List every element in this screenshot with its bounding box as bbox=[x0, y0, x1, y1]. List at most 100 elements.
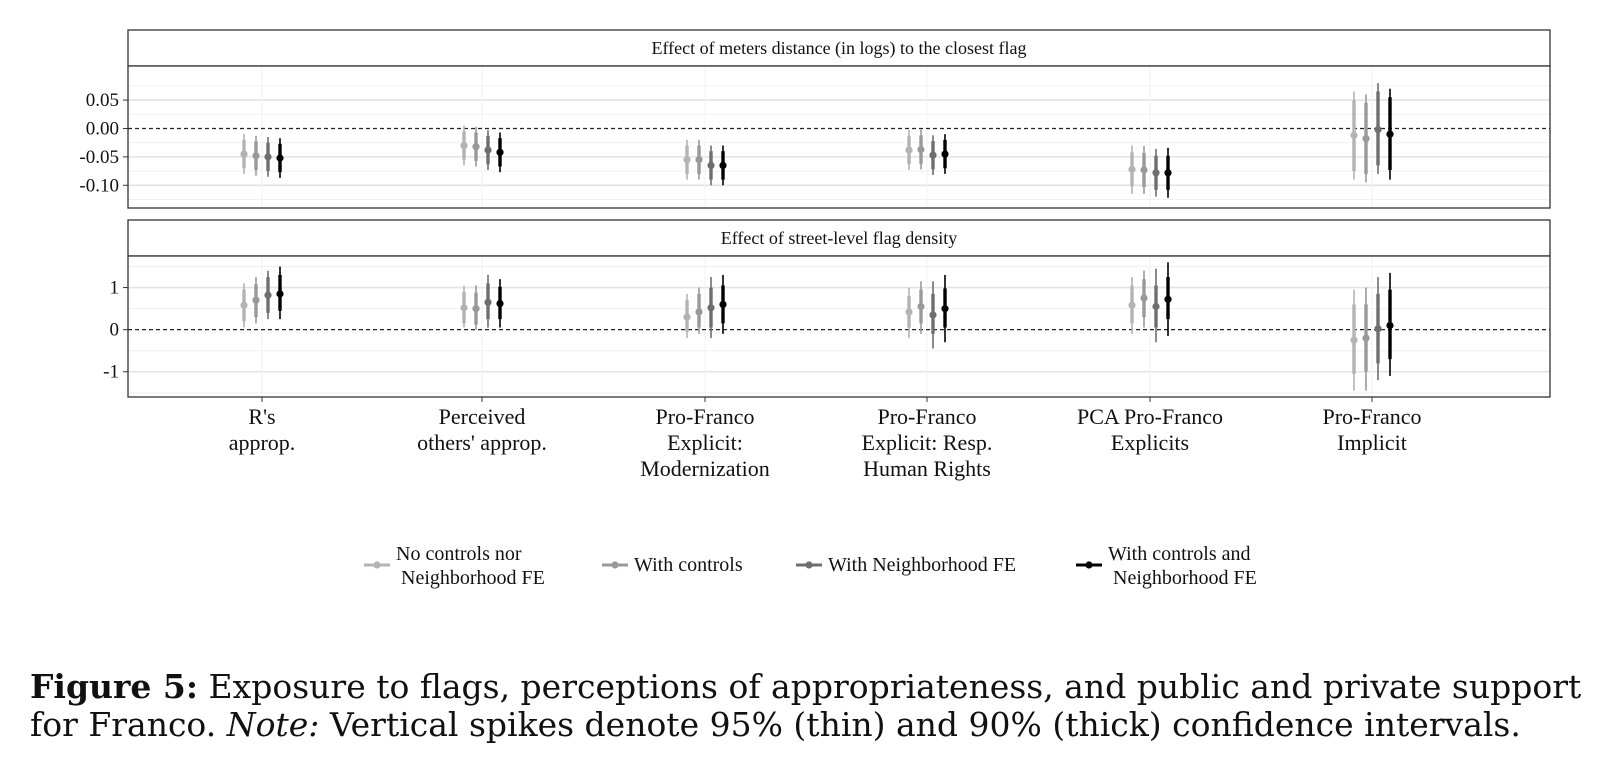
point-estimate bbox=[264, 291, 272, 299]
caption-note-text: Vertical spikes denote 95% (thin) and 90… bbox=[319, 705, 1521, 744]
point-estimate bbox=[496, 299, 504, 308]
point-estimate bbox=[905, 308, 913, 316]
point-estimate bbox=[1374, 325, 1382, 333]
point-estimate bbox=[941, 150, 949, 158]
point-estimate bbox=[460, 304, 468, 312]
x-category-label: Pro-Franco Implicit bbox=[1323, 404, 1422, 455]
point-estimate bbox=[252, 296, 260, 304]
point-estimate bbox=[1152, 169, 1160, 177]
point-estimate bbox=[905, 146, 913, 154]
point-estimate bbox=[1362, 135, 1370, 143]
point-estimate bbox=[695, 308, 703, 316]
y-tick-label: 0 bbox=[110, 320, 120, 341]
point-estimate bbox=[496, 148, 504, 156]
x-category-label-line: Explicits bbox=[1111, 430, 1189, 455]
point-estimate bbox=[1386, 130, 1394, 138]
legend-label-line: With controls and bbox=[1108, 543, 1251, 565]
x-category-label-line: Implicit bbox=[1337, 430, 1407, 455]
point-estimate bbox=[707, 161, 715, 169]
legend-label-line: With Neighborhood FE bbox=[828, 554, 1016, 576]
x-category-label-line: approp. bbox=[229, 430, 296, 455]
y-tick-label: 0.05 bbox=[86, 90, 119, 111]
y-tick-label: -0.05 bbox=[79, 147, 119, 168]
legend-key-point bbox=[373, 561, 381, 569]
point-estimate bbox=[1350, 336, 1358, 344]
x-category-label: PCA Pro-Franco Explicits bbox=[1077, 404, 1223, 455]
y-tick-label: 0.00 bbox=[86, 118, 119, 139]
legend-key-point bbox=[1085, 561, 1093, 569]
caption-text: Exposure to flags, perceptions of approp… bbox=[30, 667, 1582, 744]
legend-label: No controls nor Neighborhood FE bbox=[396, 543, 545, 589]
strip-header bbox=[127, 219, 1551, 257]
y-tick-label: -0.10 bbox=[79, 175, 119, 196]
point-estimate bbox=[1164, 295, 1172, 303]
panel-border bbox=[127, 65, 1551, 209]
legend-key-point bbox=[805, 561, 813, 569]
point-estimate bbox=[929, 151, 937, 159]
x-category-label-line: Explicit: bbox=[667, 430, 743, 455]
legend-label: With controls and Neighborhood FE bbox=[1108, 543, 1257, 589]
y-tick-label: -1 bbox=[103, 362, 119, 383]
legend-label-line: Neighborhood FE bbox=[401, 567, 545, 589]
point-estimate bbox=[276, 290, 284, 298]
x-category-label: Pro-Franco Explicit: Modernization bbox=[640, 404, 770, 481]
caption-label: Figure 5: bbox=[30, 667, 199, 706]
point-estimate bbox=[683, 313, 691, 321]
point-estimate bbox=[252, 152, 260, 160]
plot-area bbox=[128, 256, 1550, 397]
point-estimate bbox=[719, 161, 727, 169]
point-estimate bbox=[1140, 166, 1148, 174]
legend-item: With Neighborhood FE bbox=[796, 554, 1016, 576]
strip-title: Effect of street-level flag density bbox=[721, 228, 958, 248]
legend-label-line: Neighborhood FE bbox=[1113, 567, 1257, 589]
x-category-label-line: Human Rights bbox=[863, 456, 991, 481]
point-estimate bbox=[1128, 301, 1136, 309]
point-estimate bbox=[1386, 321, 1394, 330]
point-estimate bbox=[719, 300, 727, 309]
point-estimate bbox=[240, 301, 248, 309]
point-estimate bbox=[276, 154, 284, 162]
y-tick-label: 1 bbox=[110, 278, 120, 299]
panel-2: Effect of street-level flag density 1 0 -1 bbox=[103, 219, 1551, 402]
legend-key-point bbox=[611, 561, 619, 569]
point-estimate bbox=[695, 156, 703, 164]
point-estimate bbox=[484, 146, 492, 154]
point-estimate bbox=[1140, 294, 1148, 302]
legend-item: No controls nor Neighborhood FE bbox=[364, 543, 545, 589]
point-estimate bbox=[472, 143, 480, 151]
point-estimate bbox=[941, 305, 949, 313]
point-estimate bbox=[707, 304, 715, 312]
x-category-label: Perceived others' approp. bbox=[417, 404, 547, 455]
x-category-label-line: Pro-Franco bbox=[656, 404, 755, 429]
point-estimate bbox=[472, 305, 480, 313]
legend-label: With controls bbox=[634, 554, 743, 576]
caption-note-label: Note: bbox=[226, 705, 320, 744]
point-estimate bbox=[683, 156, 691, 164]
chart: Effect of meters distance (in logs) to t… bbox=[79, 29, 1551, 589]
point-estimate bbox=[1152, 302, 1160, 311]
legend-label-line: With controls bbox=[634, 554, 743, 576]
x-category-label-line: Pro-Franco bbox=[1323, 404, 1422, 429]
legend-label-line: No controls nor bbox=[396, 543, 522, 565]
x-category-label-line: Modernization bbox=[640, 456, 770, 481]
x-category-label-line: others' approp. bbox=[417, 430, 547, 455]
point-estimate bbox=[240, 150, 248, 158]
plot-area bbox=[128, 66, 1550, 208]
x-category-label: R's approp. bbox=[229, 404, 296, 455]
legend-item: With controls bbox=[602, 554, 743, 576]
x-category-label-line: PCA Pro-Franco bbox=[1077, 404, 1223, 429]
point-estimate bbox=[1164, 169, 1172, 177]
strip-title: Effect of meters distance (in logs) to t… bbox=[651, 38, 1026, 59]
figure-caption: Figure 5: Exposure to flags, perceptions… bbox=[30, 668, 1590, 744]
point-estimate bbox=[460, 141, 468, 150]
strip-header bbox=[127, 29, 1551, 67]
legend-label: With Neighborhood FE bbox=[828, 554, 1016, 576]
point-estimate bbox=[1362, 334, 1370, 342]
panel-border bbox=[127, 255, 1551, 398]
point-estimate bbox=[1374, 126, 1382, 134]
point-estimate bbox=[264, 153, 272, 161]
x-category-label-line: Explicit: Resp. bbox=[862, 430, 993, 455]
x-category-label-line: Perceived bbox=[439, 404, 526, 429]
